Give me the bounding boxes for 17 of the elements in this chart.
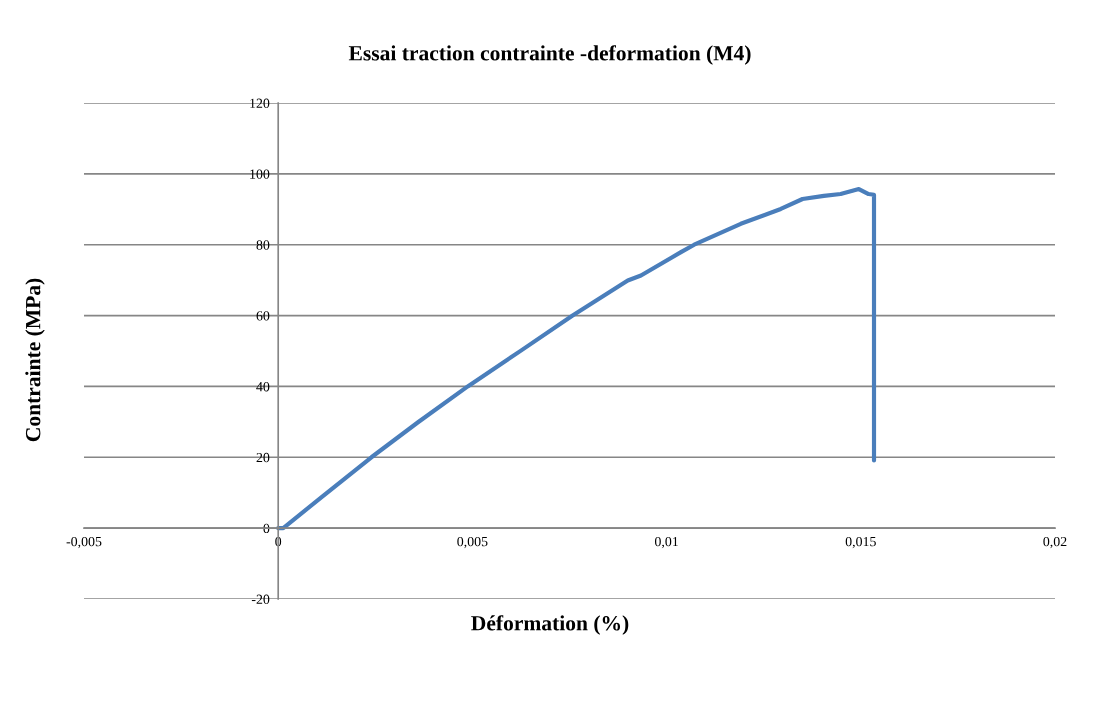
x-tick-label: -0,005	[66, 536, 102, 549]
y-tick-label: -20	[251, 594, 270, 604]
x-tick-label: 0,005	[457, 536, 488, 549]
y-axis-title: Contrainte (MPa)	[25, 278, 45, 442]
line-series	[276, 187, 877, 531]
x-tick-label: 0,01	[654, 536, 678, 549]
y-tick-label: 40	[256, 382, 270, 392]
chart-title: Essai traction contrainte -deformation (M4)	[348, 45, 751, 65]
y-tick-label: 80	[256, 240, 270, 250]
x-tick-label: 0,015	[845, 536, 876, 549]
y-tick-label: 20	[256, 452, 270, 463]
x-tick-label: 0	[275, 536, 282, 547]
y-tick-label: 100	[250, 169, 270, 179]
x-tick-label: 0,02	[1043, 536, 1067, 549]
y-tick-label: 60	[256, 311, 270, 321]
x-axis-title: Déformation (%)	[471, 615, 629, 635]
y-tick-label: 120	[250, 98, 270, 108]
